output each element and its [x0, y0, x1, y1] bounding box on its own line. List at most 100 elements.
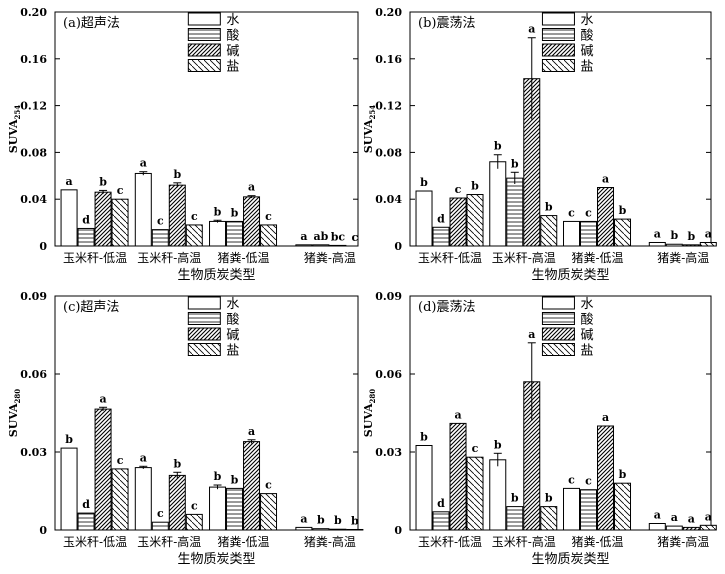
significance-letter: a	[140, 157, 147, 170]
legend-swatch	[187, 327, 221, 341]
bar	[94, 191, 112, 247]
significance-letter: a	[705, 510, 712, 523]
significance-letter: a	[248, 425, 255, 438]
significance-letter: b	[545, 492, 553, 505]
bar	[699, 524, 717, 531]
panel-title: (a)超声法	[63, 16, 120, 31]
significance-letter: b	[351, 514, 359, 527]
significance-letter: c	[568, 206, 575, 219]
plot-frame	[54, 11, 359, 247]
y-tick-label: 0	[39, 240, 47, 253]
significance-letter: c	[585, 206, 592, 219]
legend-label: 盐	[580, 60, 593, 75]
significance-letter: b	[687, 230, 695, 243]
x-axis-label: 生物质炭类型	[531, 268, 609, 283]
legend-label: 酸	[580, 29, 593, 44]
bar	[295, 526, 313, 531]
significance-letter: a	[65, 175, 72, 188]
bar	[329, 528, 347, 531]
significance-letter: a	[528, 328, 535, 341]
bar	[489, 459, 507, 531]
legend-label: 水	[226, 13, 239, 28]
bar	[597, 187, 615, 247]
y-tick-label: 0.08	[375, 146, 402, 159]
significance-letter: b	[511, 492, 519, 505]
legend-swatch	[541, 28, 575, 41]
legend-label: 碱	[580, 44, 593, 59]
significance-letter: a	[602, 173, 609, 186]
significance-letter: b	[214, 205, 222, 218]
bar	[185, 513, 203, 531]
bar	[312, 244, 330, 247]
bar	[466, 194, 484, 247]
bar	[243, 441, 261, 531]
bar	[580, 220, 598, 247]
significance-letter: c	[191, 499, 198, 512]
significance-letter: b	[670, 229, 678, 242]
bar	[260, 224, 278, 247]
legend-swatch	[187, 312, 221, 325]
legend-label: 水	[226, 297, 239, 312]
significance-letter: b	[420, 431, 428, 444]
legend-swatch	[541, 12, 575, 26]
significance-letter: a	[654, 227, 661, 240]
legend-label: 碱	[580, 328, 593, 343]
significance-letter: c	[568, 473, 575, 486]
y-tick-label: 0	[394, 524, 402, 537]
plot-frame	[54, 295, 359, 531]
legend-label: 碱	[226, 328, 239, 343]
x-tick-label: 玉米秆-低温	[63, 251, 127, 265]
bar	[506, 506, 524, 531]
bar	[563, 220, 581, 247]
x-tick-label: 猪粪-低温	[571, 535, 623, 549]
significance-letter: c	[455, 183, 462, 196]
bar	[312, 528, 330, 531]
y-axis-label-main: SUVA	[362, 119, 375, 153]
bar	[134, 172, 152, 247]
significance-letter: c	[352, 231, 359, 244]
bar	[185, 224, 203, 247]
legend-swatch	[187, 59, 221, 72]
significance-letter: d	[437, 497, 445, 510]
x-tick-label: 猪粪-高温	[657, 534, 709, 549]
legend-swatch	[187, 28, 221, 41]
bar	[226, 220, 244, 247]
bar	[111, 198, 129, 247]
bar	[614, 482, 632, 531]
y-axis-label-main: SUVA	[7, 119, 20, 153]
significance-letter: b	[494, 140, 502, 153]
bar	[151, 521, 169, 531]
y-axis-label-main: SUVA	[7, 403, 20, 437]
bar	[243, 196, 261, 247]
bar	[226, 487, 244, 531]
y-tick-label: 0.08	[20, 146, 47, 159]
legend-label: 盐	[226, 60, 239, 75]
x-tick-label: 玉米秆-高温	[137, 534, 201, 549]
x-tick-label: 猪粪-低温	[217, 535, 269, 549]
significance-letter: b	[173, 168, 181, 181]
significance-letter: b	[65, 433, 73, 446]
x-tick-label: 玉米秆-高温	[492, 534, 556, 549]
legend-label: 盐	[580, 344, 593, 359]
plot-frame	[409, 295, 712, 531]
bar	[489, 161, 507, 247]
significance-letter: b	[471, 180, 479, 193]
bar	[682, 526, 700, 531]
y-tick-label: 0.06	[375, 368, 402, 381]
significance-letter: b	[317, 514, 325, 527]
bar	[168, 474, 186, 531]
significance-letter: b	[511, 157, 519, 170]
bar	[60, 189, 78, 247]
legend-swatch	[541, 327, 575, 341]
bar	[432, 226, 450, 247]
significance-letter: b	[545, 201, 553, 214]
y-tick-label: 0.04	[375, 193, 402, 206]
bar	[699, 241, 717, 247]
significance-letter: a	[654, 509, 661, 522]
bar	[77, 512, 95, 531]
